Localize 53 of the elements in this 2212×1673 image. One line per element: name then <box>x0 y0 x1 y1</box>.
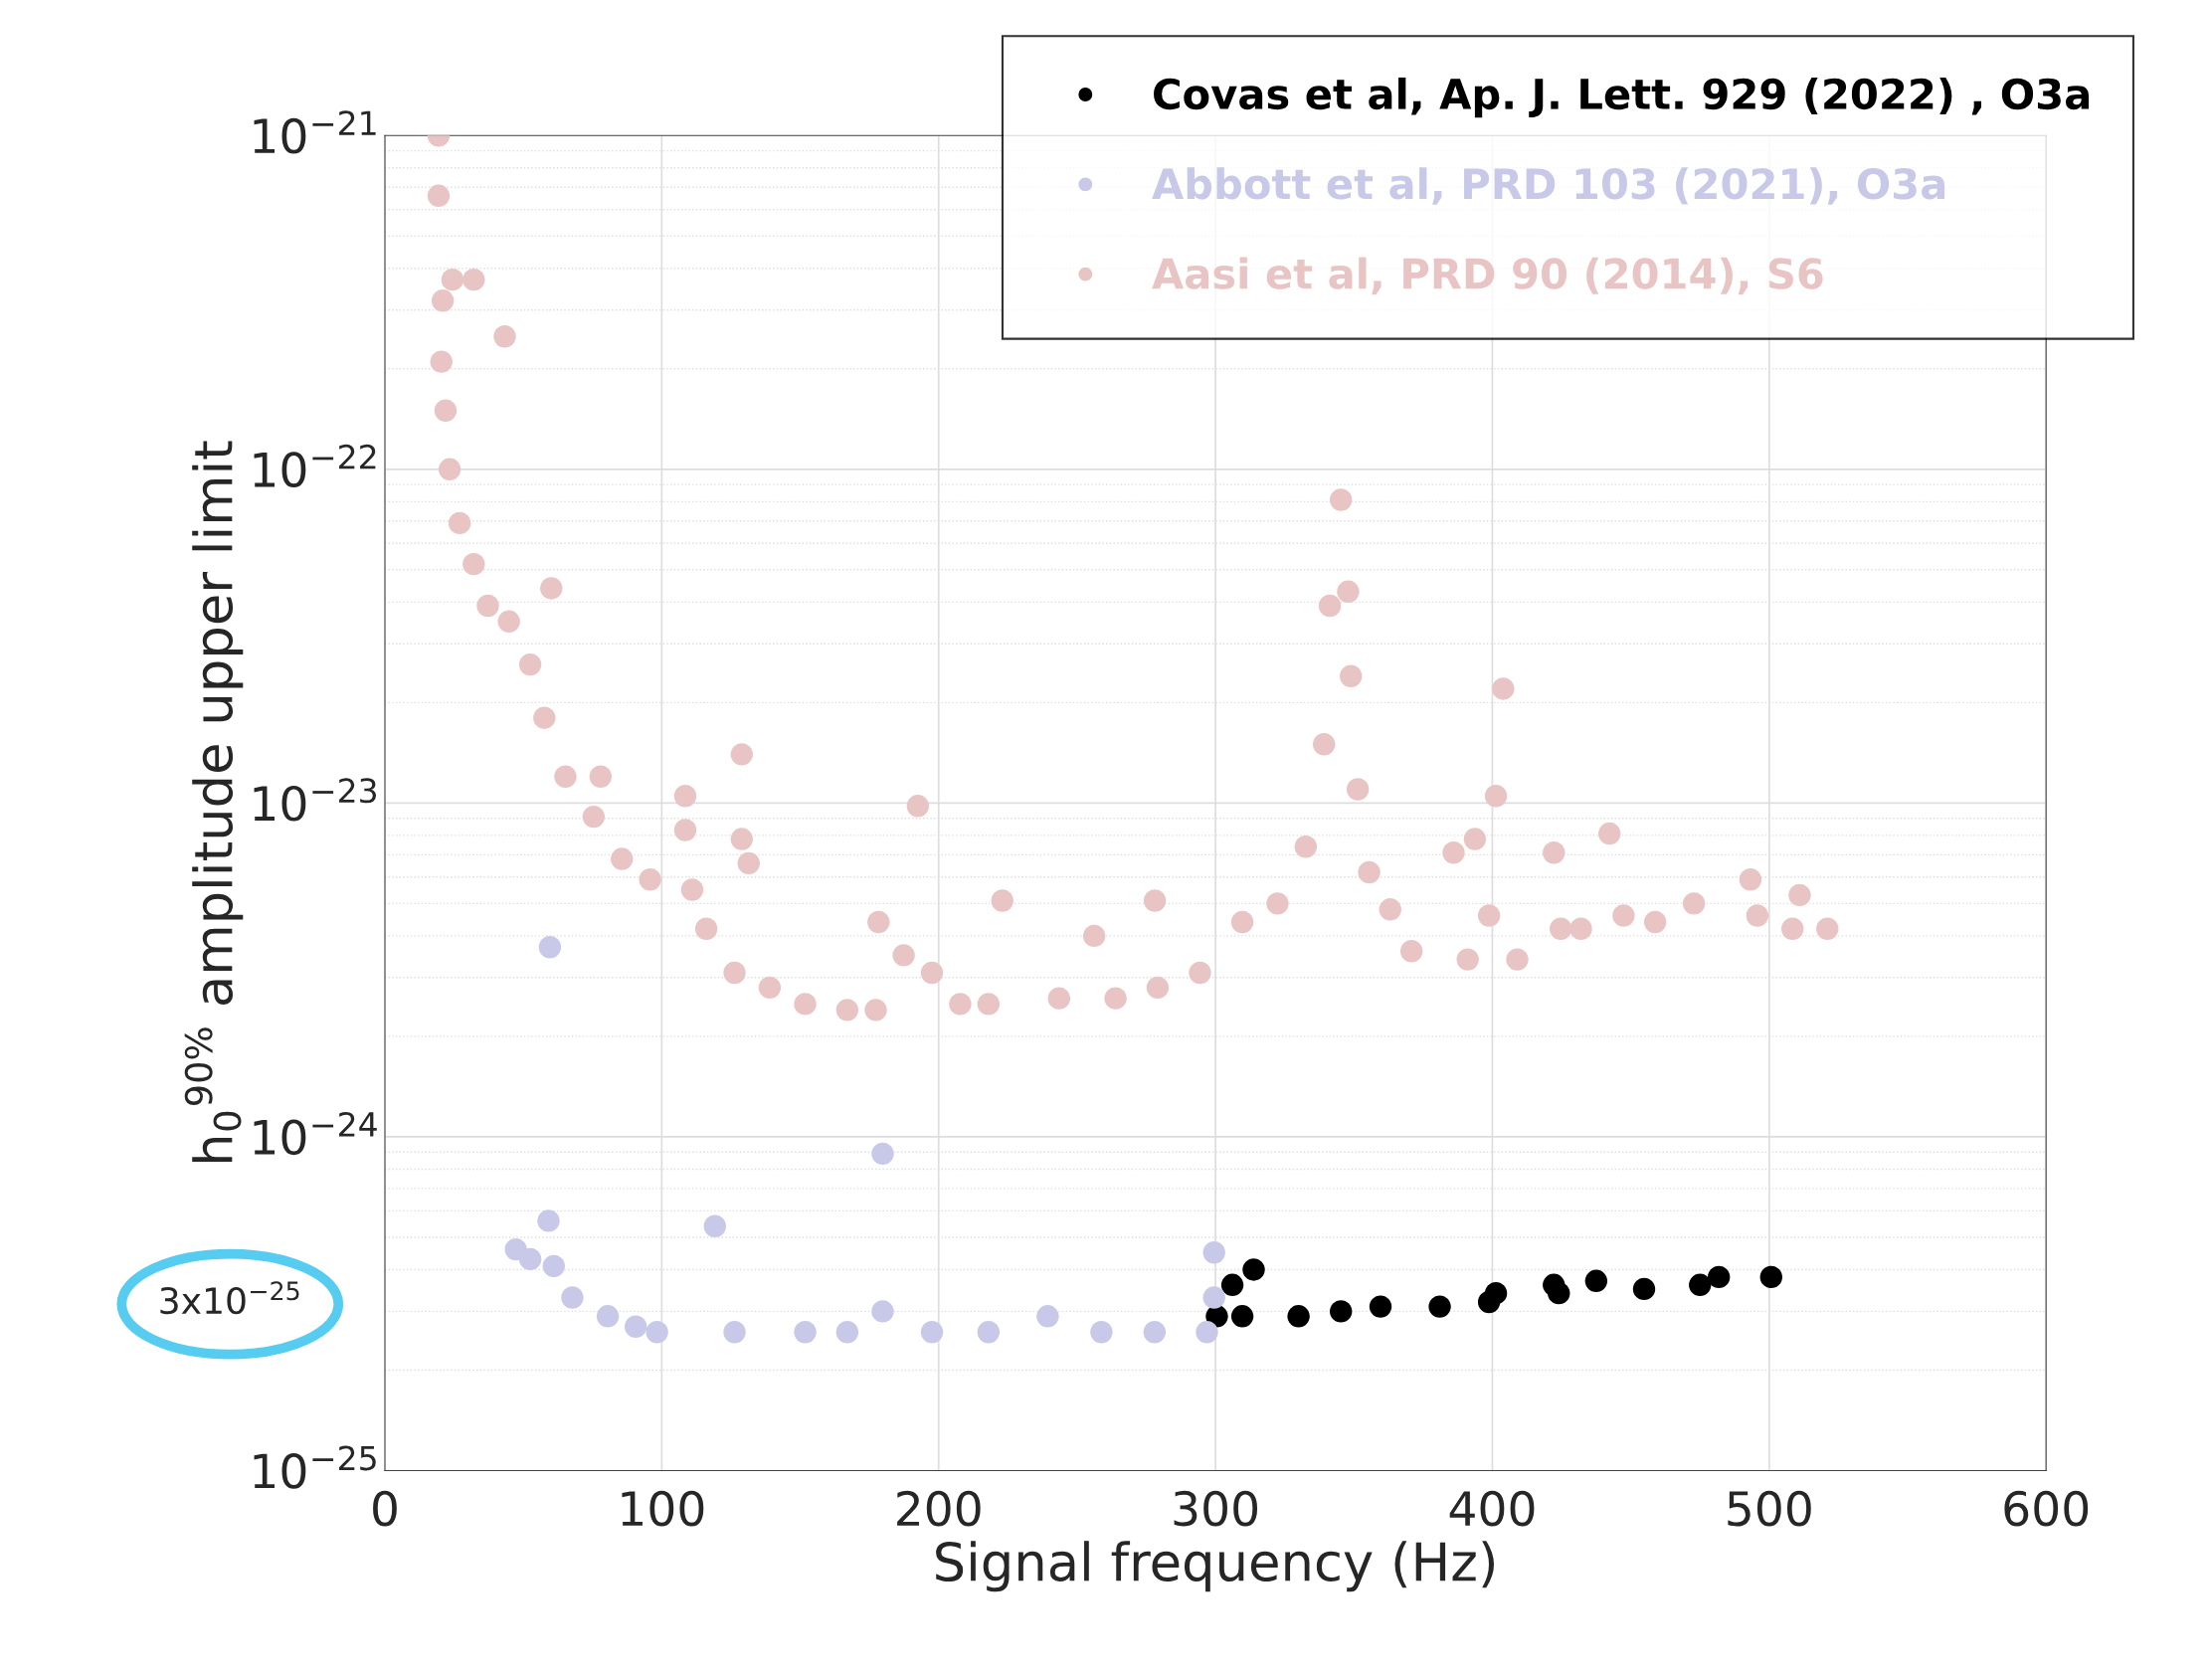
point <box>794 1321 817 1344</box>
point <box>561 1286 584 1309</box>
text: 3x10$^{−25}$ <box>160 1281 299 1315</box>
y-tick-label: 10$^{−24}$ <box>254 1111 377 1156</box>
point <box>1689 1273 1712 1296</box>
point <box>518 1247 542 1271</box>
point <box>1548 1281 1570 1305</box>
point <box>1196 1321 1218 1344</box>
point <box>1369 1295 1392 1318</box>
point <box>1707 1265 1731 1289</box>
y-tick-label: 10$^{−25}$ <box>254 1445 376 1489</box>
x-axis-title: Signal frequency (Hz) <box>936 1541 1495 1592</box>
point <box>1230 1305 1254 1328</box>
point <box>1202 1286 1225 1309</box>
point <box>835 1321 859 1344</box>
point <box>1143 1321 1167 1344</box>
point <box>537 1209 560 1232</box>
y-tick-label: 10$^{−23}$ <box>254 778 377 822</box>
point <box>542 1254 565 1278</box>
x-tick-label: 100 <box>622 1490 704 1527</box>
x-tick-label: 600 <box>2004 1490 2089 1527</box>
point <box>977 1321 1001 1344</box>
y-tick-label: 10$^{−21}$ <box>254 110 376 154</box>
point <box>1287 1305 1310 1328</box>
point <box>1329 1300 1353 1323</box>
x-tick-label: 400 <box>1449 1490 1535 1527</box>
x-tick-label: 0 <box>373 1490 397 1527</box>
x-tick-label: 300 <box>1174 1490 1258 1527</box>
point <box>920 1321 944 1344</box>
point <box>723 1321 746 1344</box>
point <box>703 1214 726 1237</box>
y-axis-title: h$_{0}$$^{90%}$ amplitude upper limit <box>184 441 244 1163</box>
point <box>871 1142 894 1166</box>
point <box>871 1300 894 1323</box>
point <box>645 1321 668 1344</box>
point <box>1090 1321 1113 1344</box>
legend-label: Aasi et al, PRD 90 (2014), S6 <box>1152 257 1823 295</box>
point <box>1202 1241 1225 1264</box>
legend-label: Covas et al, Ap. J. Lett. 929 (2022) , O3a <box>1154 77 2090 118</box>
point <box>1428 1295 1451 1318</box>
point <box>1036 1305 1059 1328</box>
x-tick-label: 200 <box>897 1490 981 1527</box>
x-tick-label: 500 <box>1728 1490 1811 1527</box>
point <box>1220 1273 1244 1296</box>
point <box>596 1305 620 1328</box>
point <box>1484 1281 1508 1305</box>
y-tick-label: 10$^{−22}$ <box>254 444 376 488</box>
point <box>1584 1269 1608 1293</box>
point <box>1242 1258 1265 1281</box>
point <box>538 936 562 959</box>
point <box>624 1315 647 1338</box>
point <box>1759 1265 1782 1289</box>
point <box>1632 1277 1656 1301</box>
